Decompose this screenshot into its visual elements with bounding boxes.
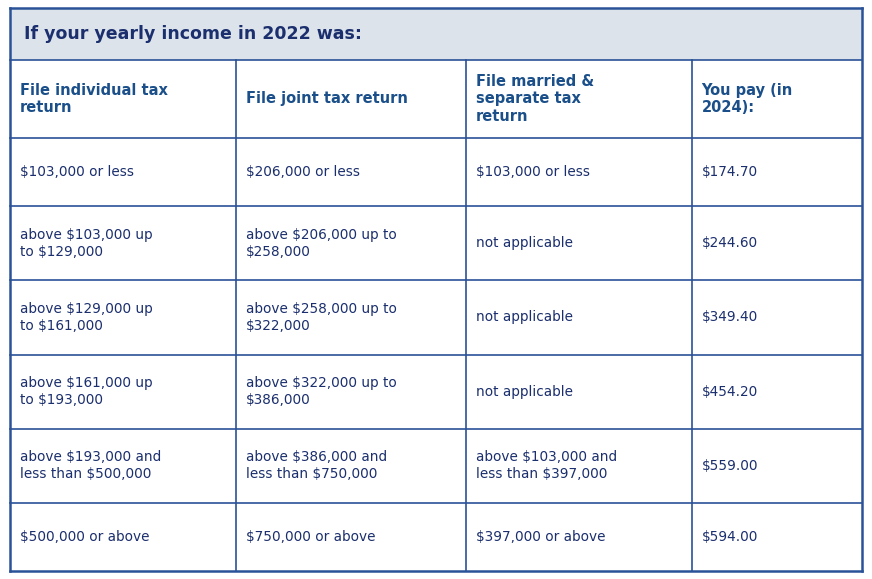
Bar: [235, 280, 466, 354]
Text: not applicable: not applicable: [476, 310, 573, 324]
Bar: [10, 354, 235, 428]
Bar: [691, 206, 862, 280]
Bar: [10, 206, 235, 280]
Bar: [235, 206, 466, 280]
Text: $559.00: $559.00: [702, 459, 758, 472]
Text: $103,000 or less: $103,000 or less: [20, 165, 134, 179]
Text: $397,000 or above: $397,000 or above: [476, 530, 605, 544]
Bar: [235, 138, 466, 206]
Bar: [691, 280, 862, 354]
Text: $500,000 or above: $500,000 or above: [20, 530, 149, 544]
Text: $206,000 or less: $206,000 or less: [246, 165, 360, 179]
Bar: [10, 503, 235, 571]
Text: above $322,000 up to
$386,000: above $322,000 up to $386,000: [246, 376, 397, 406]
Text: File individual tax
return: File individual tax return: [20, 83, 168, 115]
Text: above $258,000 up to
$322,000: above $258,000 up to $322,000: [246, 302, 397, 332]
Text: File joint tax return: File joint tax return: [246, 91, 407, 107]
Bar: [691, 428, 862, 503]
Text: You pay (in
2024):: You pay (in 2024):: [702, 83, 793, 115]
Text: If your yearly income in 2022 was:: If your yearly income in 2022 was:: [24, 25, 362, 43]
Bar: [466, 206, 691, 280]
Text: $103,000 or less: $103,000 or less: [476, 165, 589, 179]
Text: $244.60: $244.60: [702, 236, 758, 250]
Text: above $386,000 and
less than $750,000: above $386,000 and less than $750,000: [246, 450, 387, 481]
Bar: [691, 138, 862, 206]
Bar: [10, 428, 235, 503]
Text: above $206,000 up to
$258,000: above $206,000 up to $258,000: [246, 228, 397, 258]
Text: $750,000 or above: $750,000 or above: [246, 530, 375, 544]
Bar: [10, 138, 235, 206]
Bar: [235, 503, 466, 571]
Bar: [691, 354, 862, 428]
Bar: [466, 280, 691, 354]
Text: not applicable: not applicable: [476, 384, 573, 398]
Text: above $193,000 and
less than $500,000: above $193,000 and less than $500,000: [20, 450, 161, 481]
Bar: [10, 280, 235, 354]
Text: not applicable: not applicable: [476, 236, 573, 250]
Text: above $103,000 and
less than $397,000: above $103,000 and less than $397,000: [476, 450, 617, 481]
Text: $349.40: $349.40: [702, 310, 758, 324]
Text: $594.00: $594.00: [702, 530, 758, 544]
Bar: [10, 8, 862, 60]
Text: above $103,000 up
to $129,000: above $103,000 up to $129,000: [20, 228, 153, 258]
Text: above $129,000 up
to $161,000: above $129,000 up to $161,000: [20, 302, 153, 332]
Text: $174.70: $174.70: [702, 165, 758, 179]
Text: $454.20: $454.20: [702, 384, 758, 398]
Bar: [466, 138, 691, 206]
Bar: [466, 354, 691, 428]
Text: File married &
separate tax
return: File married & separate tax return: [476, 74, 594, 124]
Bar: [235, 428, 466, 503]
Bar: [691, 503, 862, 571]
Bar: [10, 60, 862, 138]
Bar: [235, 354, 466, 428]
Text: above $161,000 up
to $193,000: above $161,000 up to $193,000: [20, 376, 153, 406]
Bar: [466, 503, 691, 571]
Bar: [466, 428, 691, 503]
